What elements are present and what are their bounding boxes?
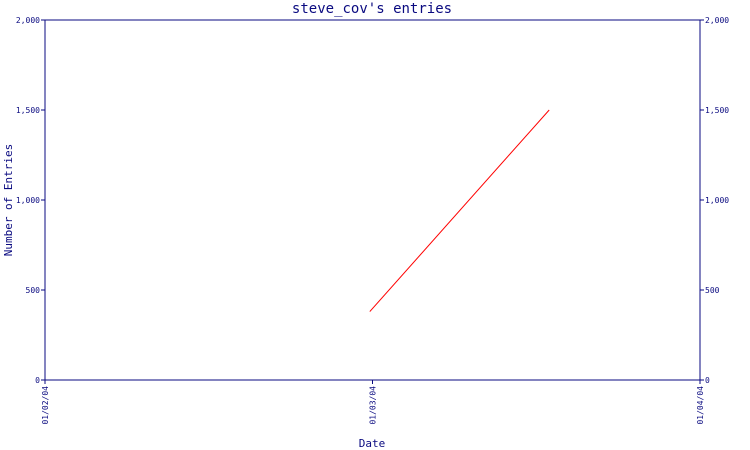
y-axis-left: 0 500 1,000 1,500 2,000 (16, 16, 45, 385)
x-tick-label: 01/03/04 (369, 386, 378, 425)
y-tick-label-left: 500 (26, 286, 41, 295)
chart-title: steve_cov's entries (292, 1, 452, 17)
y-tick-label-left: 0 (35, 376, 40, 385)
y-tick-label-right: 500 (705, 286, 720, 295)
y-tick-label-left: 1,000 (16, 196, 40, 205)
y-axis-label: Number of Entries (2, 144, 15, 257)
y-tick-label-left: 2,000 (16, 16, 40, 25)
y-axis-right: 0 500 1,000 1,500 2,000 (700, 16, 729, 385)
x-tick-label: 01/04/04 (696, 386, 705, 425)
x-axis: 01/02/04 01/03/04 01/04/04 (41, 380, 705, 425)
y-tick-label-right: 2,000 (705, 16, 729, 25)
y-tick-label-right: 1,500 (705, 106, 729, 115)
y-tick-label-left: 1,500 (16, 106, 40, 115)
plot-frame (44, 19, 701, 381)
series-line (369, 109, 550, 312)
series-layer (369, 109, 550, 312)
y-tick-label-right: 0 (705, 376, 710, 385)
y-tick-label-right: 1,000 (705, 196, 729, 205)
x-tick-label: 01/02/04 (41, 386, 50, 425)
x-axis-label: Date (359, 437, 386, 450)
